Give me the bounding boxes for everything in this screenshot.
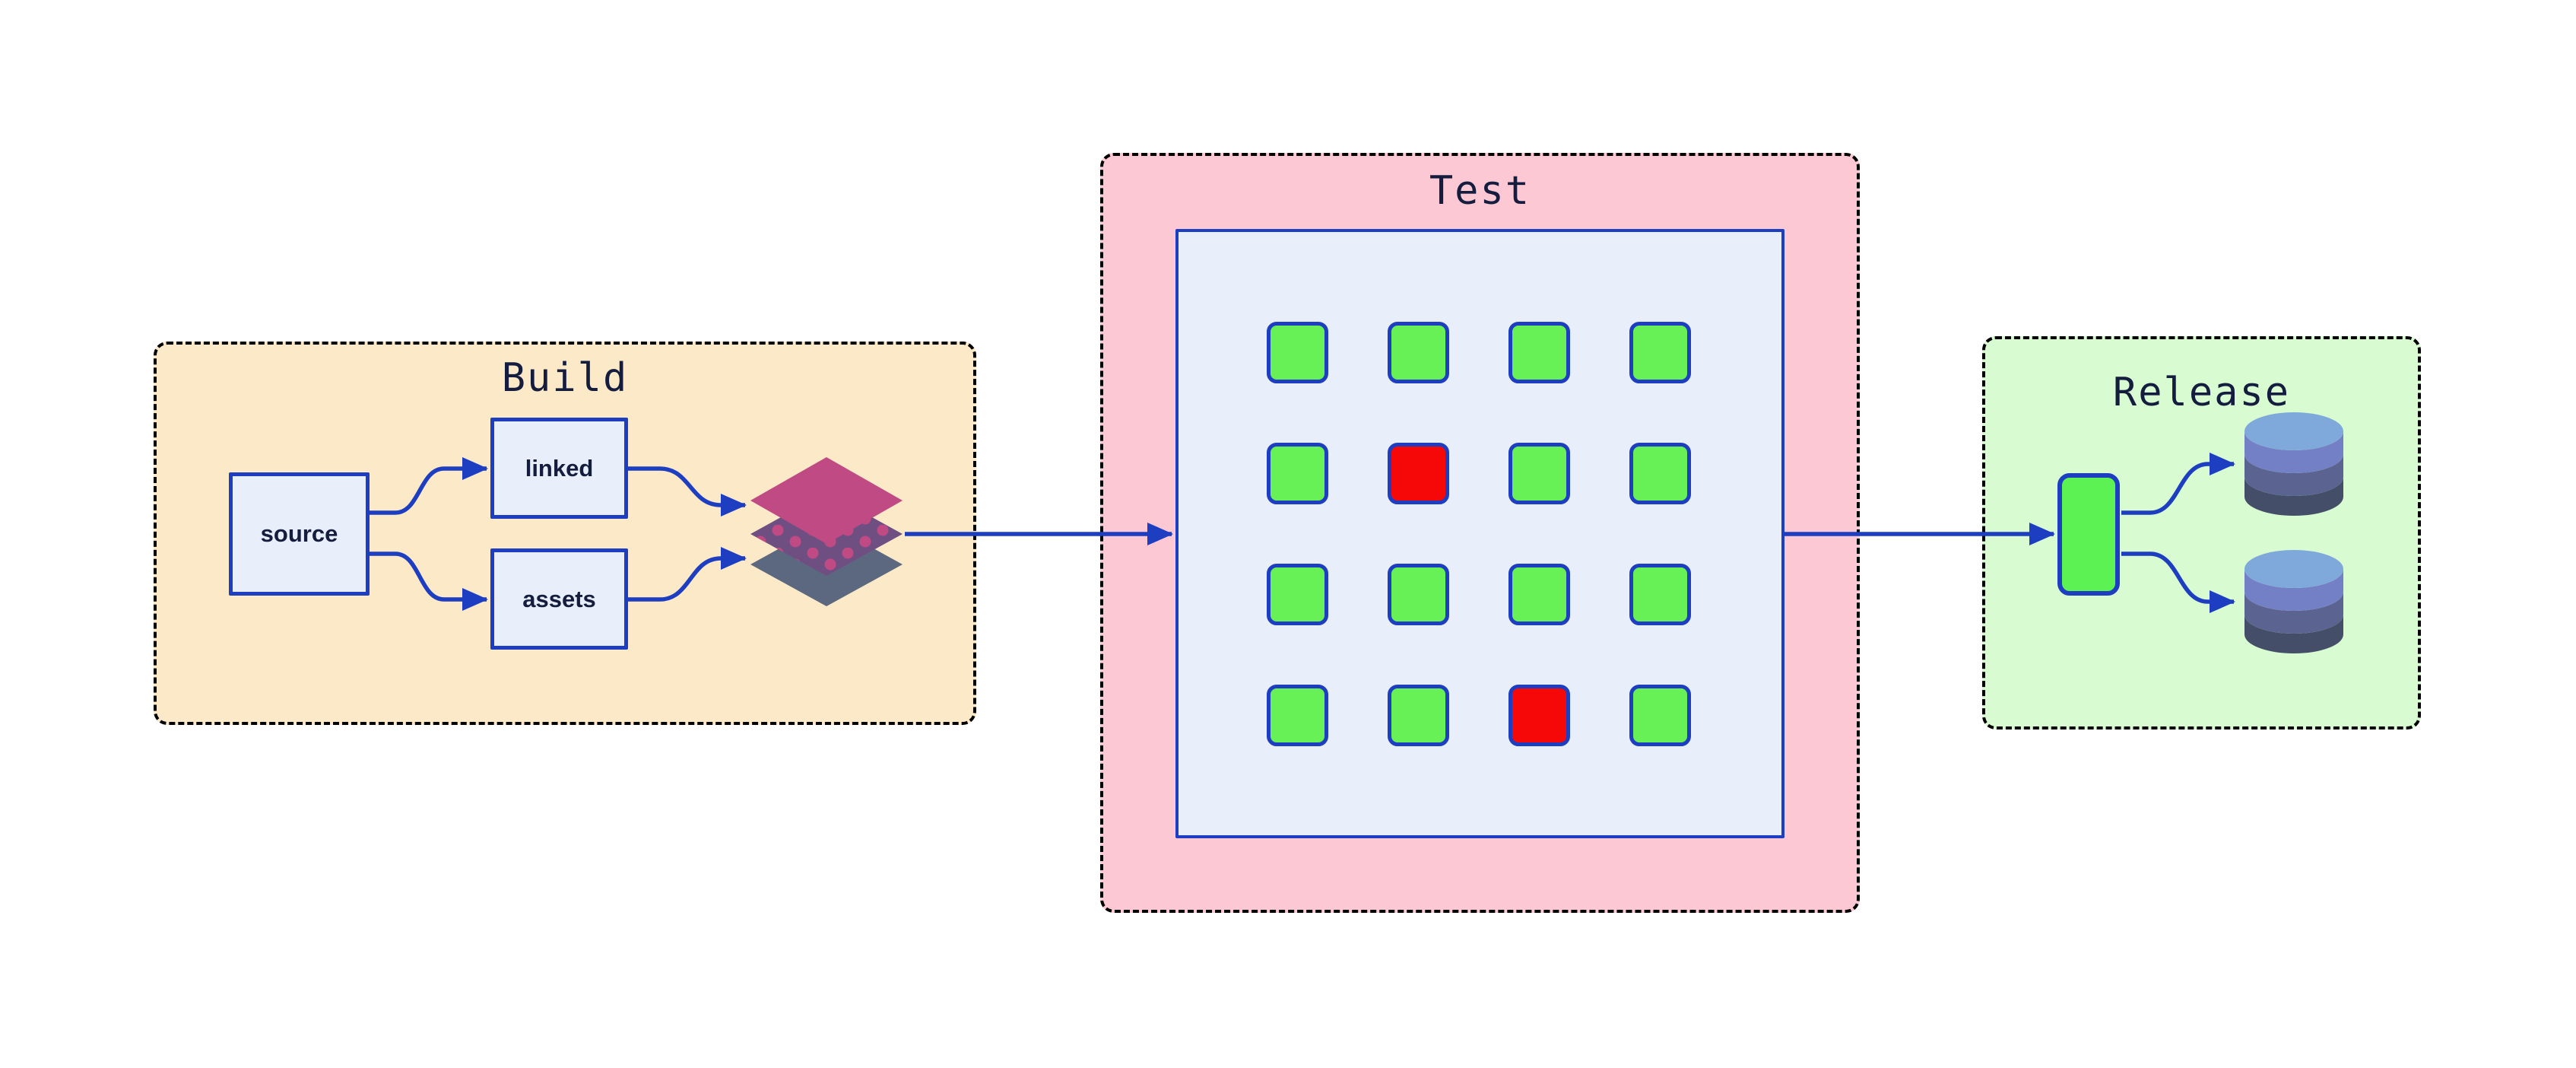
linked-node-label: linked (525, 454, 594, 482)
source-node: source (229, 472, 370, 596)
test-cell-fail (1508, 685, 1570, 746)
test-cell-pass (1629, 322, 1691, 383)
assets-node: assets (490, 548, 628, 650)
test-cell-pass (1629, 443, 1691, 504)
artifact-node (2057, 473, 2120, 596)
test-cell-pass (1508, 443, 1570, 504)
release-title: Release (2112, 370, 2291, 415)
test-title: Test (1429, 168, 1531, 214)
test-cell-pass (1508, 564, 1570, 625)
release-section: Release (1982, 336, 2421, 729)
test-cell-pass (1388, 322, 1449, 383)
test-cell-pass (1267, 322, 1328, 383)
source-node-label: source (260, 520, 338, 547)
test-cell-fail (1388, 443, 1449, 504)
test-cell-pass (1267, 443, 1328, 504)
test-cell-pass (1267, 685, 1328, 746)
test-cell-pass (1629, 685, 1691, 746)
test-cell-pass (1508, 322, 1570, 383)
build-title: Build (501, 355, 629, 401)
test-cell-pass (1629, 564, 1691, 625)
linked-node: linked (490, 418, 628, 519)
test-cell-pass (1388, 685, 1449, 746)
assets-node-label: assets (522, 585, 596, 612)
test-grid (1267, 322, 1691, 746)
test-cell-pass (1267, 564, 1328, 625)
test-cell-pass (1388, 564, 1449, 625)
